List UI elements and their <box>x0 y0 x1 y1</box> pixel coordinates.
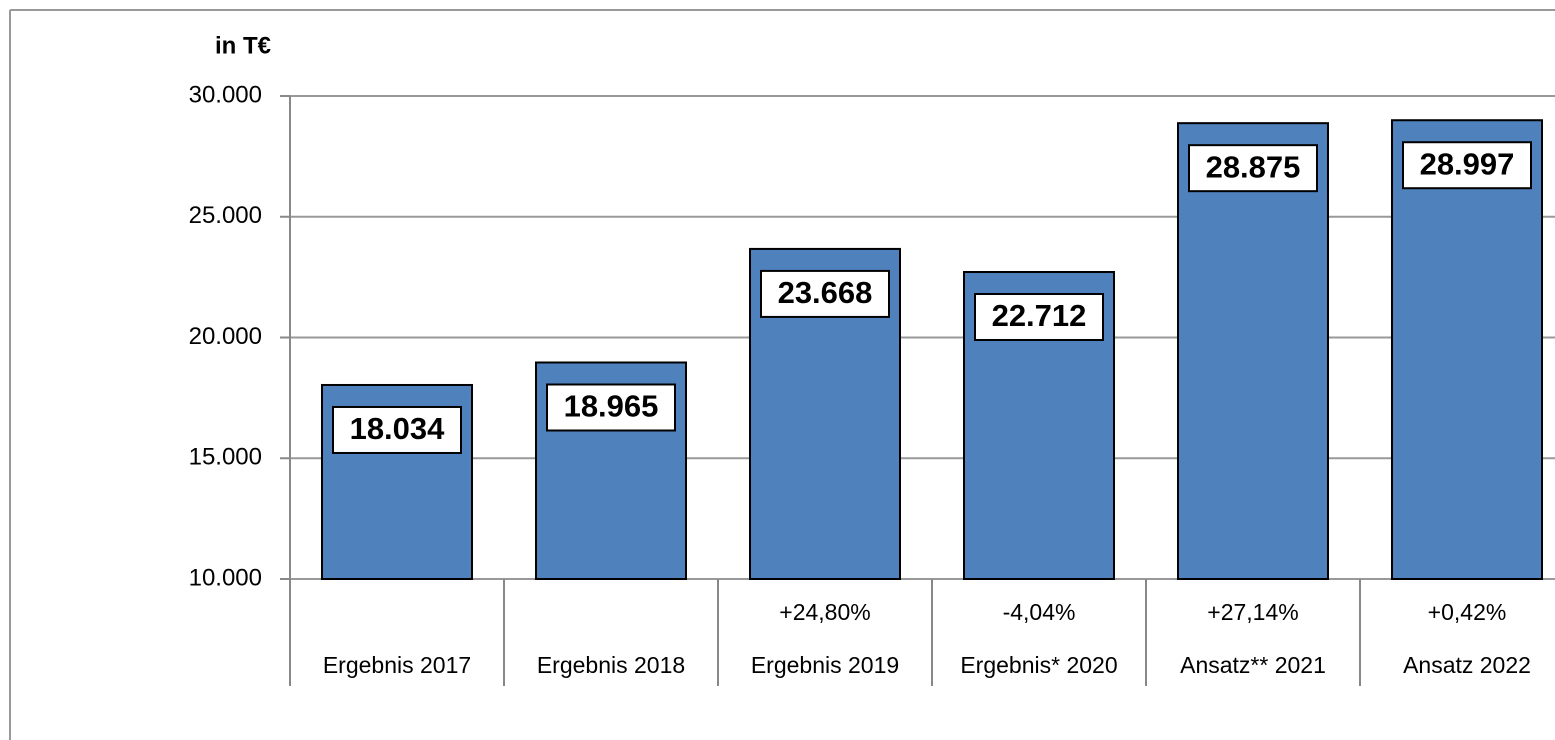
x-tick-label: Ergebnis* 2020 <box>960 652 1117 678</box>
y-tick-label: 30.000 <box>189 81 262 108</box>
x-tick-label: Ansatz 2022 <box>1403 652 1531 678</box>
bar <box>1177 122 1329 580</box>
value-label-box <box>760 269 890 318</box>
value-label-box <box>1402 141 1532 190</box>
change-label: -4,04% <box>1003 599 1076 625</box>
value-label: 28.875 <box>1206 149 1301 184</box>
y-tick-label: 20.000 <box>189 323 262 350</box>
x-tick-label: Ansatz** 2021 <box>1180 652 1326 678</box>
value-label-box <box>1188 144 1318 193</box>
bar <box>1391 119 1543 581</box>
value-label: 28.997 <box>1420 146 1515 181</box>
x-tick-label: Ergebnis 2018 <box>537 652 685 678</box>
value-label: 18.965 <box>564 389 659 424</box>
x-tick-label: Ergebnis 2017 <box>323 652 471 678</box>
value-label-box <box>332 405 462 454</box>
change-label: +0,42% <box>1428 599 1507 625</box>
value-label-box <box>546 383 676 432</box>
value-label-box <box>974 293 1104 342</box>
value-label: 18.034 <box>350 411 446 446</box>
value-label: 23.668 <box>778 275 873 310</box>
y-tick-label: 25.000 <box>189 202 262 229</box>
x-tick-label: Ergebnis 2019 <box>751 652 899 678</box>
value-label: 22.712 <box>992 298 1087 333</box>
y-tick-label: 10.000 <box>189 564 262 591</box>
change-label: +27,14% <box>1207 599 1298 625</box>
y-axis-label: in T€ <box>215 32 271 59</box>
y-tick-label: 15.000 <box>189 444 262 471</box>
change-label: +24,80% <box>779 599 870 625</box>
